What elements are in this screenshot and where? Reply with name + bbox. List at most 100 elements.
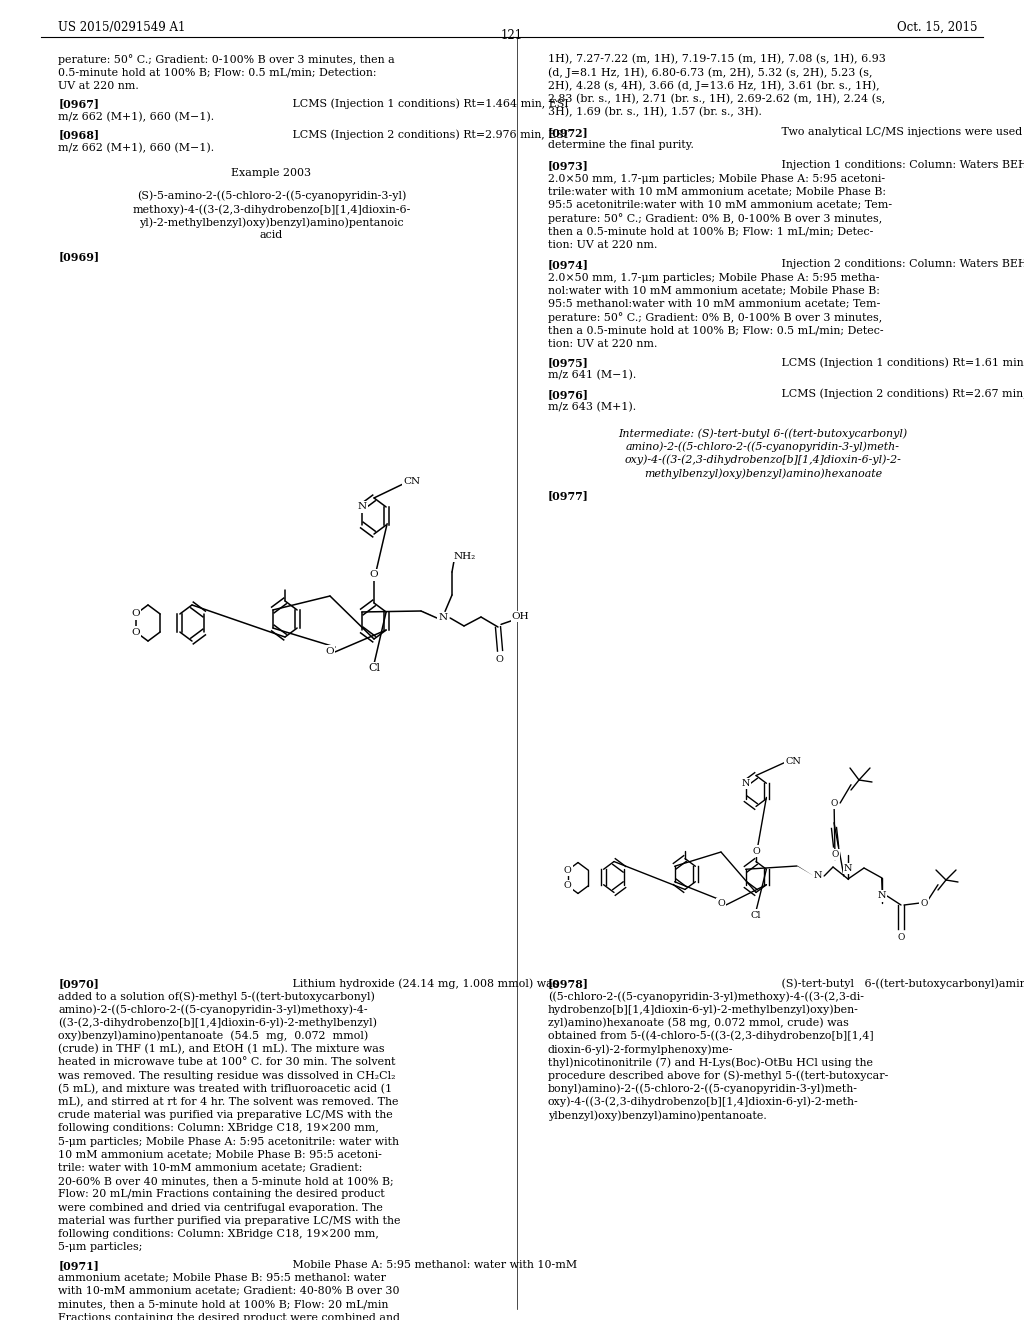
Text: added to a solution of(S)-methyl 5-((tert-butoxycarbonyl): added to a solution of(S)-methyl 5-((ter… (58, 991, 375, 1002)
Text: procedure described above for (S)-methyl 5-((tert-butoxycar-: procedure described above for (S)-methyl… (548, 1071, 888, 1081)
Text: [0977]: [0977] (548, 490, 589, 500)
Text: 20-60% B over 40 minutes, then a 5-minute hold at 100% B;: 20-60% B over 40 minutes, then a 5-minut… (58, 1176, 394, 1187)
Text: [0973]: [0973] (548, 161, 589, 172)
Text: amino)-2-((5-chloro-2-((5-cyanopyridin-3-yl)meth-: amino)-2-((5-chloro-2-((5-cyanopyridin-3… (626, 441, 900, 453)
Text: UV at 220 nm.: UV at 220 nm. (58, 81, 139, 91)
Text: trile:water with 10 mM ammonium acetate; Mobile Phase B:: trile:water with 10 mM ammonium acetate;… (548, 186, 886, 197)
Text: material was further purified via preparative LC/MS with the: material was further purified via prepar… (58, 1216, 400, 1226)
Polygon shape (421, 611, 438, 618)
Text: [0978]: [0978] (548, 978, 589, 989)
Text: US 2015/0291549 A1: US 2015/0291549 A1 (58, 21, 185, 34)
Text: ((3-(2,3-dihydrobenzo[b][1,4]dioxin-6-yl)-2-methylbenzyl): ((3-(2,3-dihydrobenzo[b][1,4]dioxin-6-yl… (58, 1018, 378, 1028)
Text: perature: 50° C.; Gradient: 0% B, 0-100% B over 3 minutes,: perature: 50° C.; Gradient: 0% B, 0-100%… (548, 313, 882, 323)
Text: were combined and dried via centrifugal evaporation. The: were combined and dried via centrifugal … (58, 1203, 383, 1213)
Text: [0974]: [0974] (548, 260, 589, 271)
Text: perature: 50° C.; Gradient: 0% B, 0-100% B over 3 minutes,: perature: 50° C.; Gradient: 0% B, 0-100%… (548, 214, 882, 224)
Text: then a 0.5-minute hold at 100% B; Flow: 1 mL/min; Detec-: then a 0.5-minute hold at 100% B; Flow: … (548, 226, 873, 236)
Text: N: N (844, 863, 852, 873)
Text: Example 2003: Example 2003 (231, 168, 311, 178)
Text: Mobile Phase A: 5:95 methanol: water with 10-mM: Mobile Phase A: 5:95 methanol: water wit… (282, 1259, 577, 1270)
Text: with 10-mM ammonium acetate; Gradient: 40-80% B over 30: with 10-mM ammonium acetate; Gradient: 4… (58, 1286, 399, 1296)
Text: [0971]: [0971] (58, 1259, 99, 1271)
Text: [0969]: [0969] (58, 251, 99, 263)
Text: Oct. 15, 2015: Oct. 15, 2015 (897, 21, 978, 34)
Text: 1H), 7.27-7.22 (m, 1H), 7.19-7.15 (m, 1H), 7.08 (s, 1H), 6.93: 1H), 7.27-7.22 (m, 1H), 7.19-7.15 (m, 1H… (548, 54, 886, 65)
Text: O: O (495, 656, 503, 664)
Text: oxy)benzyl)amino)pentanoate  (54.5  mg,  0.072  mmol): oxy)benzyl)amino)pentanoate (54.5 mg, 0.… (58, 1031, 369, 1041)
Text: tion: UV at 220 nm.: tion: UV at 220 nm. (548, 338, 657, 348)
Text: ammonium acetate; Mobile Phase B: 95:5 methanol: water: ammonium acetate; Mobile Phase B: 95:5 m… (58, 1272, 386, 1283)
Text: tion: UV at 220 nm.: tion: UV at 220 nm. (548, 240, 657, 249)
Text: CN: CN (785, 758, 801, 767)
Text: [0970]: [0970] (58, 978, 99, 989)
Text: O: O (370, 570, 378, 579)
Text: Intermediate: (S)-tert-butyl 6-((tert-butoxycarbonyl): Intermediate: (S)-tert-butyl 6-((tert-bu… (618, 428, 907, 440)
Text: 5-μm particles;: 5-μm particles; (58, 1242, 142, 1253)
Text: hydrobenzo[b][1,4]dioxin-6-yl)-2-methylbenzyl)oxy)ben-: hydrobenzo[b][1,4]dioxin-6-yl)-2-methylb… (548, 1005, 859, 1015)
Text: 2H), 4.28 (s, 4H), 3.66 (d, J=13.6 Hz, 1H), 3.61 (br. s., 1H),: 2H), 4.28 (s, 4H), 3.66 (d, J=13.6 Hz, 1… (548, 81, 880, 91)
Text: ((5-chloro-2-((5-cyanopyridin-3-yl)methoxy)-4-((3-(2,3-di-: ((5-chloro-2-((5-cyanopyridin-3-yl)metho… (548, 991, 864, 1002)
Text: O: O (897, 933, 904, 942)
Text: O: O (564, 882, 571, 890)
Text: (S)-tert-butyl   6-((tert-butoxycarbonyl)amino)-2-: (S)-tert-butyl 6-((tert-butoxycarbonyl)a… (771, 978, 1024, 989)
Text: O: O (564, 866, 571, 875)
Text: Fractions containing the desired product were combined and: Fractions containing the desired product… (58, 1312, 400, 1320)
Text: 95:5 methanol:water with 10 mM ammonium acetate; Tem-: 95:5 methanol:water with 10 mM ammonium … (548, 300, 881, 309)
Text: LCMS (Injection 2 conditions) Rt=2.67 min, ESI: LCMS (Injection 2 conditions) Rt=2.67 mi… (771, 388, 1024, 400)
Text: O: O (831, 850, 839, 859)
Text: (d, J=8.1 Hz, 1H), 6.80-6.73 (m, 2H), 5.32 (s, 2H), 5.23 (s,: (d, J=8.1 Hz, 1H), 6.80-6.73 (m, 2H), 5.… (548, 67, 872, 78)
Text: CN: CN (403, 477, 421, 486)
Text: LCMS (Injection 1 conditions) Rt=1.61 min, ESI: LCMS (Injection 1 conditions) Rt=1.61 mi… (771, 356, 1024, 368)
Text: bonyl)amino)-2-((5-chloro-2-((5-cyanopyridin-3-yl)meth-: bonyl)amino)-2-((5-chloro-2-((5-cyanopyr… (548, 1084, 858, 1094)
Text: 5-μm particles; Mobile Phase A: 5:95 acetonitrile: water with: 5-μm particles; Mobile Phase A: 5:95 ace… (58, 1137, 399, 1147)
Text: m/z 641 (M−1).: m/z 641 (M−1). (548, 370, 636, 380)
Text: ylbenzyl)oxy)benzyl)amino)pentanoate.: ylbenzyl)oxy)benzyl)amino)pentanoate. (548, 1110, 767, 1121)
Text: was removed. The resulting residue was dissolved in CH₂Cl₂: was removed. The resulting residue was d… (58, 1071, 396, 1081)
Text: N: N (741, 779, 750, 788)
Text: 2.0×50 mm, 1.7-μm particles; Mobile Phase A: 5:95 metha-: 2.0×50 mm, 1.7-μm particles; Mobile Phas… (548, 272, 880, 282)
Text: O: O (131, 627, 140, 636)
Polygon shape (881, 878, 883, 902)
Text: methoxy)-4-((3-(2,3-dihydrobenzo[b][1,4]dioxin-6-: methoxy)-4-((3-(2,3-dihydrobenzo[b][1,4]… (132, 205, 411, 215)
Text: Two analytical LC/MS injections were used to: Two analytical LC/MS injections were use… (771, 127, 1024, 137)
Text: then a 0.5-minute hold at 100% B; Flow: 0.5 mL/min; Detec-: then a 0.5-minute hold at 100% B; Flow: … (548, 326, 884, 335)
Polygon shape (797, 866, 814, 876)
Text: following conditions: Column: XBridge C18, 19×200 mm,: following conditions: Column: XBridge C1… (58, 1123, 379, 1134)
Text: O: O (717, 899, 725, 908)
Text: trile: water with 10-mM ammonium acetate; Gradient:: trile: water with 10-mM ammonium acetate… (58, 1163, 362, 1173)
Text: heated in microwave tube at 100° C. for 30 min. The solvent: heated in microwave tube at 100° C. for … (58, 1057, 396, 1068)
Text: thyl)nicotinonitrile (7) and H-Lys(Boc)-OtBu HCl using the: thyl)nicotinonitrile (7) and H-Lys(Boc)-… (548, 1057, 872, 1068)
Text: N: N (878, 891, 886, 900)
Text: methylbenzyl)oxy)benzyl)amino)hexanoate: methylbenzyl)oxy)benzyl)amino)hexanoate (644, 469, 882, 479)
Text: 121: 121 (501, 29, 523, 42)
Text: m/z 662 (M+1), 660 (M−1).: m/z 662 (M+1), 660 (M−1). (58, 143, 214, 153)
Text: mL), and stirred at rt for 4 hr. The solvent was removed. The: mL), and stirred at rt for 4 hr. The sol… (58, 1097, 399, 1107)
Text: O: O (921, 899, 928, 908)
Text: oxy)-4-((3-(2,3-dihydrobenzo[b][1,4]dioxin-6-yl)-2-meth-: oxy)-4-((3-(2,3-dihydrobenzo[b][1,4]diox… (548, 1097, 858, 1107)
Text: Injection 2 conditions: Column: Waters BEH C18,: Injection 2 conditions: Column: Waters B… (771, 260, 1024, 269)
Text: following conditions: Column: XBridge C18, 19×200 mm,: following conditions: Column: XBridge C1… (58, 1229, 379, 1239)
Text: LCMS (Injection 1 conditions) Rt=1.464 min, ESI: LCMS (Injection 1 conditions) Rt=1.464 m… (282, 98, 568, 110)
Text: LCMS (Injection 2 conditions) Rt=2.976 min, ESI: LCMS (Injection 2 conditions) Rt=2.976 m… (282, 129, 567, 140)
Text: Cl: Cl (751, 911, 761, 920)
Text: O: O (131, 610, 140, 619)
Text: [0968]: [0968] (58, 129, 99, 140)
Text: [0972]: [0972] (548, 127, 589, 137)
Text: 95:5 acetonitrile:water with 10 mM ammonium acetate; Tem-: 95:5 acetonitrile:water with 10 mM ammon… (548, 199, 892, 210)
Text: [0967]: [0967] (58, 98, 99, 110)
Text: O: O (326, 647, 334, 656)
Text: 0.5-minute hold at 100% B; Flow: 0.5 mL/min; Detection:: 0.5-minute hold at 100% B; Flow: 0.5 mL/… (58, 67, 377, 78)
Text: O: O (752, 846, 760, 855)
Text: obtained from 5-((4-chloro-5-((3-(2,3-dihydrobenzo[b][1,4]: obtained from 5-((4-chloro-5-((3-(2,3-di… (548, 1031, 873, 1041)
Text: yl)-2-methylbenzyl)oxy)benzyl)amino)pentanoic: yl)-2-methylbenzyl)oxy)benzyl)amino)pent… (139, 216, 403, 228)
Text: (5 mL), and mixture was treated with trifluoroacetic acid (1: (5 mL), and mixture was treated with tri… (58, 1084, 392, 1094)
Text: zyl)amino)hexanoate (58 mg, 0.072 mmol, crude) was: zyl)amino)hexanoate (58 mg, 0.072 mmol, … (548, 1018, 849, 1028)
Text: Flow: 20 mL/min Fractions containing the desired product: Flow: 20 mL/min Fractions containing the… (58, 1189, 385, 1200)
Text: [0975]: [0975] (548, 356, 589, 368)
Text: O: O (830, 799, 838, 808)
Text: 2.0×50 mm, 1.7-μm particles; Mobile Phase A: 5:95 acetoni-: 2.0×50 mm, 1.7-μm particles; Mobile Phas… (548, 173, 885, 183)
Text: amino)-2-((5-chloro-2-((5-cyanopyridin-3-yl)methoxy)-4-: amino)-2-((5-chloro-2-((5-cyanopyridin-3… (58, 1005, 368, 1015)
Text: m/z 643 (M+1).: m/z 643 (M+1). (548, 401, 636, 412)
Text: 10 mM ammonium acetate; Mobile Phase B: 95:5 acetoni-: 10 mM ammonium acetate; Mobile Phase B: … (58, 1150, 382, 1160)
Text: N: N (814, 871, 822, 880)
